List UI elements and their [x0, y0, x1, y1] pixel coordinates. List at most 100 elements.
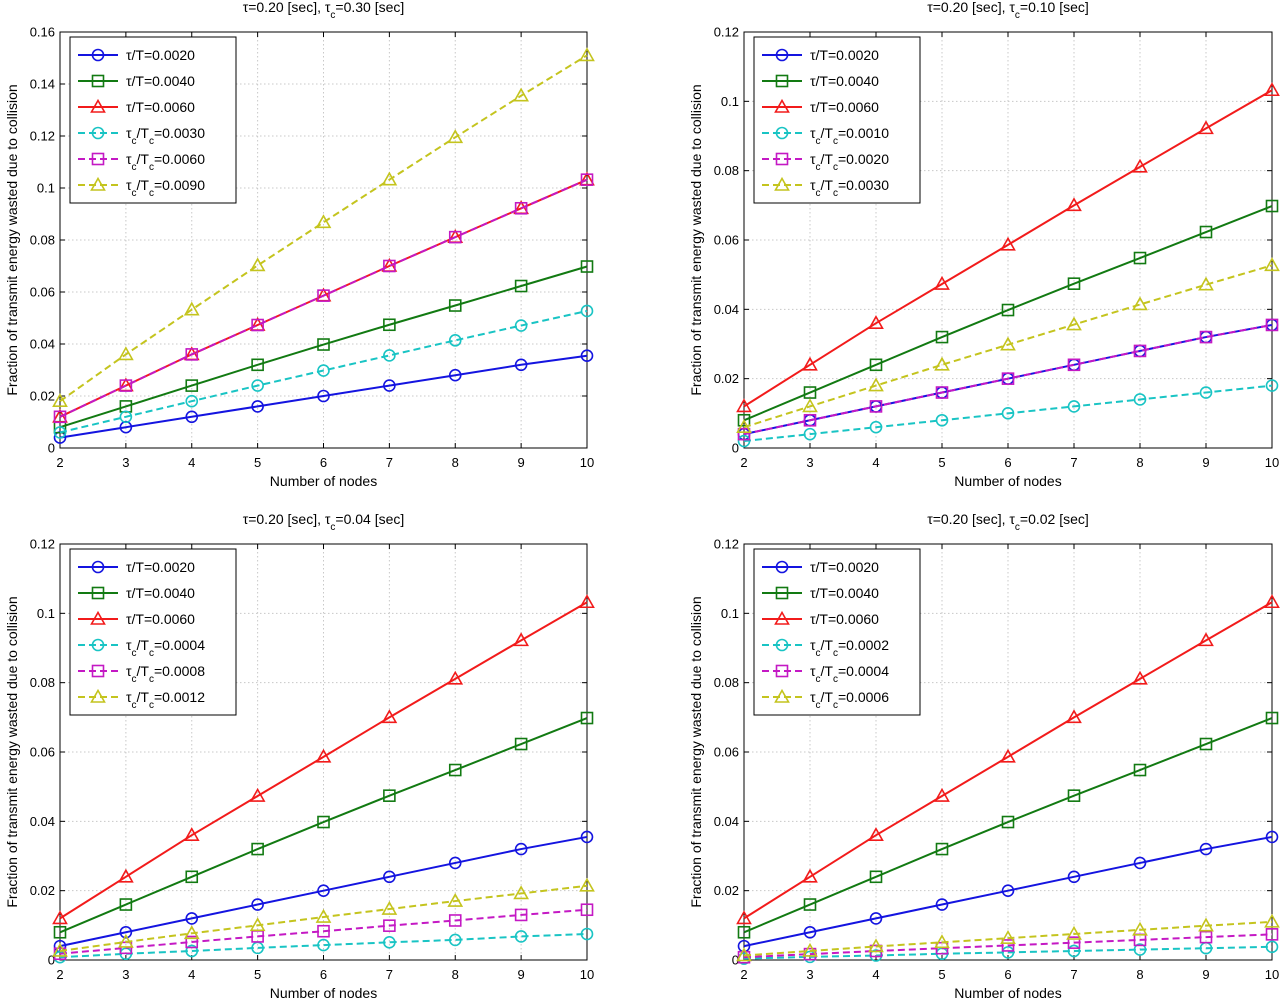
y-tick-label: 0.14 [30, 77, 55, 92]
data-point [579, 594, 595, 609]
data-point [447, 892, 464, 907]
y-axis-label: Fraction of transmit energy wasted due t… [688, 84, 704, 395]
data-point [448, 856, 462, 870]
y-tick-label: 0.04 [714, 302, 739, 317]
data-point [315, 748, 332, 763]
data-point [53, 410, 67, 424]
series-6 [736, 257, 1280, 434]
data-point [1264, 594, 1280, 609]
data-point [1265, 318, 1279, 332]
data-point [514, 842, 528, 856]
data-point [185, 944, 199, 958]
data-point [118, 933, 134, 948]
data-point [185, 870, 199, 884]
data-point [1001, 946, 1015, 959]
series-4 [737, 379, 1279, 448]
legend-marker [774, 610, 790, 625]
data-point [802, 398, 818, 413]
y-tick-label: 0.08 [714, 163, 739, 178]
data-point [53, 925, 67, 939]
y-tick-label: 0.1 [721, 94, 739, 109]
data-point [869, 420, 883, 434]
y-tick-label: 0.02 [714, 883, 739, 898]
x-tick-label: 3 [806, 967, 813, 982]
series-line [59, 178, 588, 418]
series-line [59, 354, 588, 439]
legend-box [69, 548, 237, 716]
legend-marker [775, 48, 789, 62]
data-point [1001, 884, 1015, 897]
series-line [743, 945, 1273, 960]
data-point [1199, 930, 1213, 944]
data-point [1067, 944, 1081, 958]
series-1 [737, 830, 1279, 953]
data-point [383, 259, 396, 273]
x-tick-label: 5 [254, 967, 261, 982]
data-point [1133, 251, 1147, 265]
y-tick-label: 0 [48, 953, 55, 968]
legend: τ/T=0.0020 τ/T=0.0040 τ/T=0.0060 τc/Tc=0.00… [753, 548, 921, 716]
legend-marker [91, 126, 105, 140]
series-3 [736, 594, 1280, 925]
y-tick-label: 0 [732, 953, 739, 968]
data-point [869, 400, 883, 413]
x-tick-label: 5 [254, 455, 261, 470]
data-point [119, 898, 133, 911]
x-tick-label: 2 [740, 967, 747, 982]
data-point [1000, 336, 1016, 351]
data-point [1133, 344, 1147, 358]
series-2 [737, 199, 1279, 427]
x-tick-label: 10 [580, 967, 594, 982]
x-tick-label: 10 [1265, 455, 1279, 470]
legend-entry: τc/Tc=0.0010 [810, 125, 889, 147]
data-point [935, 842, 949, 856]
data-point [580, 260, 594, 273]
y-tick-label: 0.12 [30, 129, 55, 144]
x-tick-label: 8 [452, 967, 459, 982]
legend-marker [775, 638, 789, 652]
data-point [1067, 358, 1081, 372]
axes-box [59, 31, 588, 449]
data-point [119, 410, 133, 424]
data-point [119, 925, 133, 939]
data-point [513, 87, 529, 102]
data-point [448, 914, 462, 927]
y-tick-label: 0.1 [721, 606, 739, 621]
data-point [580, 173, 594, 186]
data-point [737, 427, 751, 441]
series-4 [53, 304, 594, 439]
data-point [934, 787, 950, 802]
data-point [580, 304, 594, 318]
data-point [868, 377, 884, 392]
x-tick-label: 8 [1136, 967, 1143, 982]
data-point [183, 925, 200, 940]
data-point [383, 936, 396, 949]
series-line [743, 205, 1273, 422]
data-point [383, 318, 396, 332]
series-5 [53, 173, 594, 424]
data-point [802, 356, 818, 371]
data-point [1067, 277, 1081, 290]
legend-marker [775, 74, 789, 88]
legend-marker [90, 688, 106, 703]
legend-marker [91, 664, 105, 678]
series-6 [52, 877, 595, 957]
y-axis-label: Fraction of transmit energy wasted due t… [4, 596, 20, 907]
x-tick-label: 4 [872, 967, 879, 982]
data-point [579, 47, 595, 62]
y-axis-label: Fraction of transmit energy wasted due t… [688, 596, 704, 907]
data-point [1199, 330, 1213, 344]
data-point [869, 358, 883, 372]
data-point [514, 319, 528, 332]
x-tick-label: 10 [1265, 967, 1279, 982]
x-tick-label: 9 [518, 967, 525, 982]
data-point [1265, 711, 1279, 725]
data-point [1066, 925, 1082, 940]
legend-box [753, 548, 921, 716]
x-tick-label: 8 [1136, 455, 1143, 470]
data-point [118, 346, 134, 361]
legend-entry: τ/T=0.0040 [126, 585, 195, 601]
legend-entry: τc/Tc=0.0030 [810, 177, 889, 199]
data-point [1198, 632, 1214, 647]
data-point [315, 908, 332, 923]
